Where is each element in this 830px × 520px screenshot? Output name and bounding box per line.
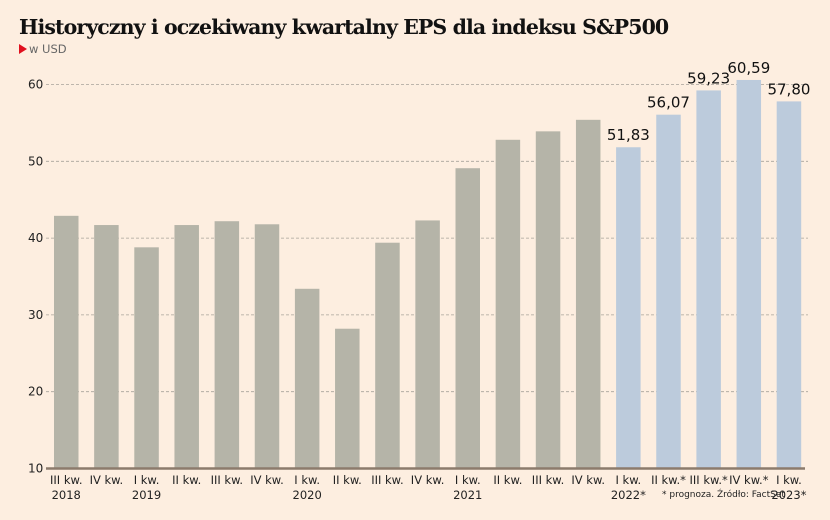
- historical-bar: [294, 288, 320, 469]
- x-tick-label: I kw.: [615, 473, 641, 487]
- historical-bar: [415, 220, 440, 469]
- x-tick-label: II kw.*: [651, 473, 686, 487]
- unit-label: w USD: [29, 42, 67, 56]
- historical-bar: [535, 131, 561, 469]
- forecast-bar: [696, 90, 721, 469]
- x-tick-year-label: 2022*: [611, 488, 646, 502]
- historical-bar: [335, 328, 360, 469]
- historical-bar: [455, 168, 480, 469]
- historical-bar: [214, 221, 240, 469]
- historical-bar: [254, 224, 280, 469]
- x-tick-label: II kw.: [493, 473, 522, 487]
- x-tick-label: II kw.: [333, 473, 362, 487]
- historical-bar: [134, 247, 159, 469]
- x-tick-label: III kw.*: [690, 473, 728, 487]
- y-tick-label: 30: [28, 308, 43, 322]
- x-tick-label: I kw.: [776, 473, 802, 487]
- y-tick-label: 10: [28, 462, 43, 476]
- data-label: 59,23: [687, 69, 730, 87]
- y-tick-label: 40: [28, 231, 43, 245]
- historical-bar: [575, 119, 601, 469]
- x-tick-label: III kw.: [532, 473, 565, 487]
- x-tick-year-label: 2018: [52, 488, 81, 502]
- x-tick-year-label: 2020: [293, 488, 322, 502]
- footnote: * prognoza. Źródło: FactSet: [662, 488, 785, 500]
- historical-bar: [94, 225, 119, 469]
- x-tick-year-label: 2021: [453, 488, 482, 502]
- historical-bar: [54, 215, 79, 469]
- x-tick-label: III kw.: [211, 473, 244, 487]
- x-tick-year-label: 2023*: [771, 488, 806, 502]
- x-tick-label: II kw.: [172, 473, 201, 487]
- x-tick-label: IV kw.: [571, 473, 605, 487]
- triangle-marker-icon: [19, 44, 27, 54]
- x-tick-label: IV kw.: [411, 473, 445, 487]
- x-tick-label: I kw.: [134, 473, 160, 487]
- data-label: 51,83: [607, 126, 650, 144]
- chart-title: Historyczny i oczekiwany kwartalny EPS d…: [19, 15, 669, 39]
- x-tick-label: IV kw.: [90, 473, 124, 487]
- forecast-bar: [616, 147, 641, 469]
- x-tick-label: III kw.: [50, 473, 83, 487]
- x-tick-label: I kw.: [455, 473, 481, 487]
- forecast-bar: [656, 114, 681, 469]
- forecast-bar: [776, 101, 802, 469]
- x-tick-label: I kw.: [294, 473, 320, 487]
- y-tick-label: 20: [28, 385, 43, 399]
- data-label: 57,80: [767, 80, 810, 98]
- y-tick-label: 60: [28, 78, 43, 92]
- historical-bar: [495, 139, 521, 469]
- bars: [54, 79, 802, 469]
- x-tick-label: IV kw.: [250, 473, 284, 487]
- chart-subtitle: w USD: [19, 42, 67, 56]
- historical-bar: [174, 225, 199, 469]
- x-tick-label: IV kw.*: [729, 473, 769, 487]
- y-tick-label: 50: [28, 154, 43, 168]
- data-label: 56,07: [647, 94, 690, 112]
- data-label: 60,59: [727, 59, 770, 77]
- forecast-bar: [736, 79, 762, 469]
- y-axis-ticks: 10 20 30 40 50 60: [28, 78, 43, 476]
- x-tick-label: III kw.: [371, 473, 404, 487]
- x-tick-year-label: 2019: [132, 488, 161, 502]
- historical-bar: [375, 242, 400, 469]
